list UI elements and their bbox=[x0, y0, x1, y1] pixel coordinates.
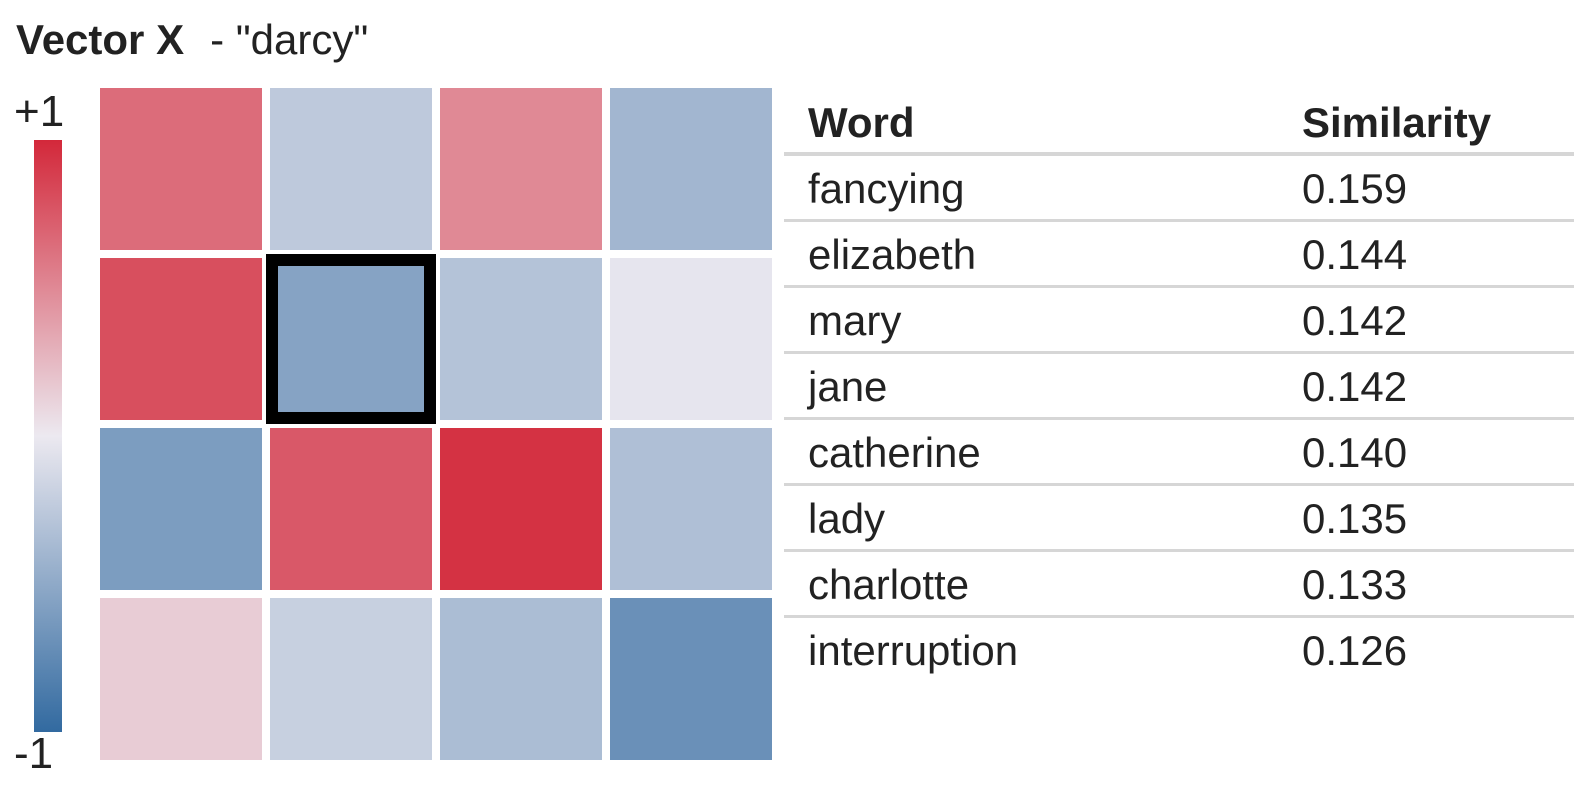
heatmap bbox=[100, 88, 776, 764]
similarity-cell: 0.159 bbox=[1302, 165, 1408, 212]
word-cell: charlotte bbox=[808, 561, 970, 608]
selected-cell-outline bbox=[266, 254, 436, 424]
heatmap-cell[interactable] bbox=[270, 428, 432, 590]
similarity-cell: 0.126 bbox=[1302, 627, 1408, 674]
colorbar bbox=[34, 140, 62, 732]
word-cell: elizabeth bbox=[808, 231, 977, 278]
table-row: charlotte 0.133 bbox=[784, 552, 1574, 618]
heatmap-cell[interactable] bbox=[610, 258, 772, 420]
similarity-cell: 0.144 bbox=[1302, 231, 1408, 278]
table-row: interruption 0.126 bbox=[784, 618, 1574, 684]
vector-word: - "darcy" bbox=[210, 16, 369, 63]
similarity-cell: 0.140 bbox=[1302, 429, 1408, 476]
table-row: elizabeth 0.144 bbox=[784, 222, 1574, 288]
heatmap-cell[interactable] bbox=[610, 598, 772, 760]
word-cell: catherine bbox=[808, 429, 981, 476]
heatmap-cell[interactable] bbox=[440, 428, 602, 590]
heatmap-cell[interactable] bbox=[100, 598, 262, 760]
word-cell: interruption bbox=[808, 627, 1019, 674]
table-row: mary 0.142 bbox=[784, 288, 1574, 354]
column-header-similarity: Similarity bbox=[1302, 99, 1492, 146]
similarity-cell: 0.142 bbox=[1302, 363, 1408, 410]
heatmap-cell[interactable] bbox=[610, 428, 772, 590]
heatmap-cell[interactable] bbox=[100, 428, 262, 590]
heatmap-cell[interactable] bbox=[440, 598, 602, 760]
table-row: fancying 0.159 bbox=[784, 156, 1574, 222]
table-row: lady 0.135 bbox=[784, 486, 1574, 552]
table-header: Word Similarity bbox=[784, 90, 1574, 156]
scale-min-label: -1 bbox=[14, 729, 54, 778]
heatmap-cell[interactable] bbox=[610, 88, 772, 250]
heatmap-cell[interactable] bbox=[440, 258, 602, 420]
table-row: catherine 0.140 bbox=[784, 420, 1574, 486]
similarity-table: Word Similarity fancying 0.159 elizabeth 0.… bbox=[784, 90, 1574, 684]
word-cell: fancying bbox=[808, 165, 965, 212]
column-header-word: Word bbox=[808, 99, 915, 146]
heatmap-cell[interactable] bbox=[270, 598, 432, 760]
similarity-cell: 0.135 bbox=[1302, 495, 1408, 542]
heatmap-cell[interactable] bbox=[270, 88, 432, 250]
heatmap-cell[interactable] bbox=[100, 258, 262, 420]
word-cell: lady bbox=[808, 495, 886, 542]
table-row: jane 0.142 bbox=[784, 354, 1574, 420]
similarity-cell: 0.142 bbox=[1302, 297, 1408, 344]
word-cell: mary bbox=[808, 297, 902, 344]
vector-name: Vector X bbox=[16, 16, 185, 63]
similarity-cell: 0.133 bbox=[1302, 561, 1408, 608]
heatmap-cell[interactable] bbox=[100, 88, 262, 250]
heatmap-cell[interactable] bbox=[440, 88, 602, 250]
word-cell: jane bbox=[808, 363, 888, 410]
scale-max-label: +1 bbox=[14, 87, 65, 136]
chart-title: Vector X - "darcy" bbox=[16, 14, 368, 66]
